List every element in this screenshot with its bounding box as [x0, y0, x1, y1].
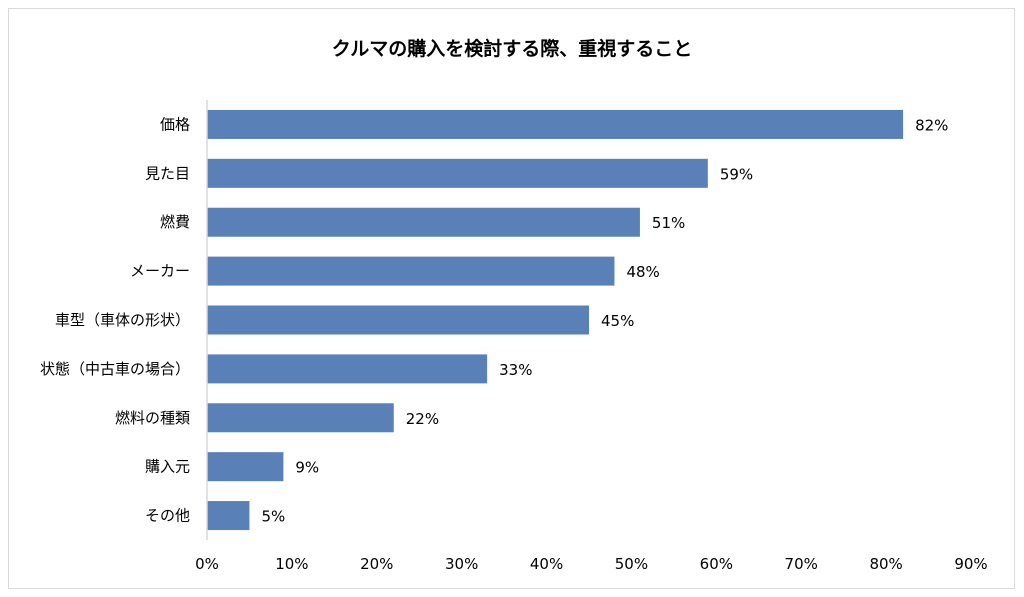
- category-label: 燃料の種類: [115, 409, 190, 427]
- x-tick-label: 60%: [700, 555, 733, 573]
- data-label: 59%: [720, 165, 753, 183]
- category-label: 価格: [160, 115, 190, 133]
- x-tick-label: 40%: [530, 555, 563, 573]
- category-label: その他: [145, 507, 190, 525]
- x-tick-label: 30%: [445, 555, 478, 573]
- data-label: 51%: [652, 214, 685, 232]
- data-label: 5%: [261, 508, 285, 526]
- x-tick-label: 50%: [615, 555, 648, 573]
- chart-frame: [8, 8, 1015, 589]
- data-label: 9%: [295, 459, 319, 477]
- data-label: 45%: [601, 312, 634, 330]
- x-tick-label: 0%: [195, 555, 219, 573]
- category-label: 見た目: [145, 164, 190, 182]
- bar: [207, 403, 394, 433]
- x-tick-label: 70%: [785, 555, 818, 573]
- bar: [207, 256, 615, 286]
- data-label: 82%: [915, 116, 948, 134]
- category-label: 購入元: [145, 458, 190, 476]
- x-tick-label: 90%: [954, 555, 987, 573]
- bar: [207, 207, 640, 237]
- bar: [207, 109, 904, 139]
- x-tick-label: 10%: [275, 555, 308, 573]
- category-label: 燃費: [160, 213, 190, 231]
- category-label: 状態（中古車の場合）: [40, 360, 190, 378]
- x-tick-label: 20%: [360, 555, 393, 573]
- bar: [207, 452, 284, 482]
- bar: [207, 501, 250, 531]
- bar: [207, 305, 589, 335]
- data-label: 33%: [499, 361, 532, 379]
- x-tick-label: 80%: [869, 555, 902, 573]
- bar: [207, 158, 708, 188]
- category-label: メーカー: [130, 262, 190, 280]
- data-label: 48%: [626, 263, 659, 281]
- data-label: 22%: [406, 410, 439, 428]
- bar: [207, 354, 488, 384]
- category-label: 車型（車体の形状）: [55, 311, 190, 329]
- chart-title: クルマの購入を検討する際、重視すること: [331, 38, 693, 60]
